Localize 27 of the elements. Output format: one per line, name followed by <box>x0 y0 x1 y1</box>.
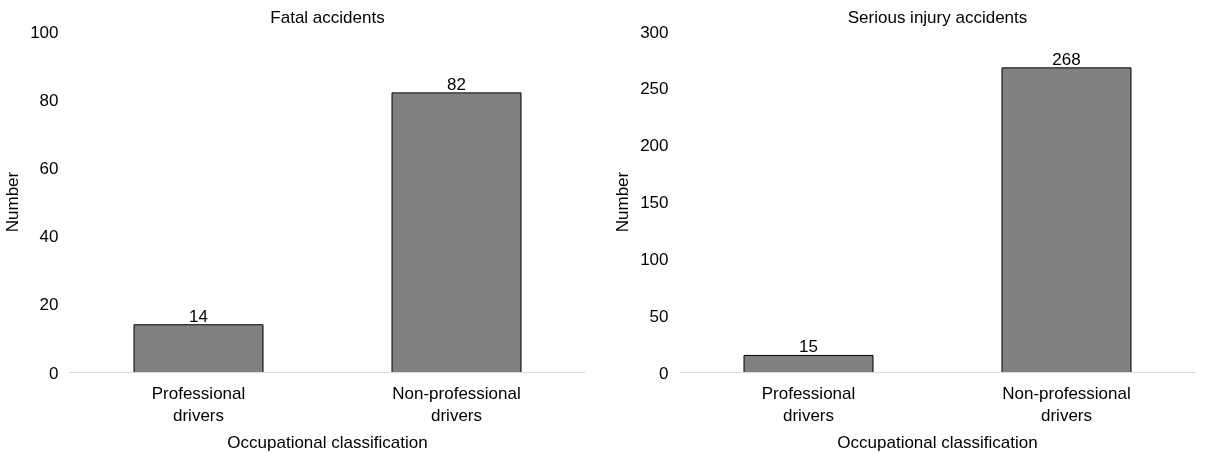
y-tick-label: 0 <box>49 363 59 383</box>
y-tick-label: 20 <box>39 295 59 315</box>
data-label: 15 <box>799 337 818 357</box>
x-tick-label: Non-professional drivers <box>392 383 521 426</box>
y-tick-label: 100 <box>30 22 59 42</box>
x-tick-label: Professional drivers <box>761 383 856 426</box>
data-label: 268 <box>1052 49 1081 69</box>
y-axis-title: Number <box>3 171 23 233</box>
x-axis-title: Occupational classification <box>837 433 1038 453</box>
y-tick-label: 0 <box>659 363 669 383</box>
y-tick-label: 60 <box>39 158 59 178</box>
y-tick-label: 250 <box>640 79 669 99</box>
y-axis-title: Number <box>613 171 633 233</box>
y-tick-label: 40 <box>39 227 59 247</box>
y-tick-label: 300 <box>640 22 669 42</box>
data-label: 82 <box>447 74 466 94</box>
data-label: 14 <box>189 306 208 326</box>
chart-title: Serious injury accidents <box>847 7 1028 27</box>
x-axis-title: Occupational classification <box>227 433 428 453</box>
y-tick-label: 50 <box>649 306 669 326</box>
y-tick-label: 100 <box>640 249 669 269</box>
y-tick-label: 150 <box>640 193 669 212</box>
x-tick-label: Professional drivers <box>151 383 246 426</box>
x-tick-label: Non-professional drivers <box>1002 383 1131 426</box>
chart-title: Fatal accidents <box>270 7 385 27</box>
y-tick-label: 80 <box>39 90 59 110</box>
y-tick-label: 200 <box>640 136 669 156</box>
